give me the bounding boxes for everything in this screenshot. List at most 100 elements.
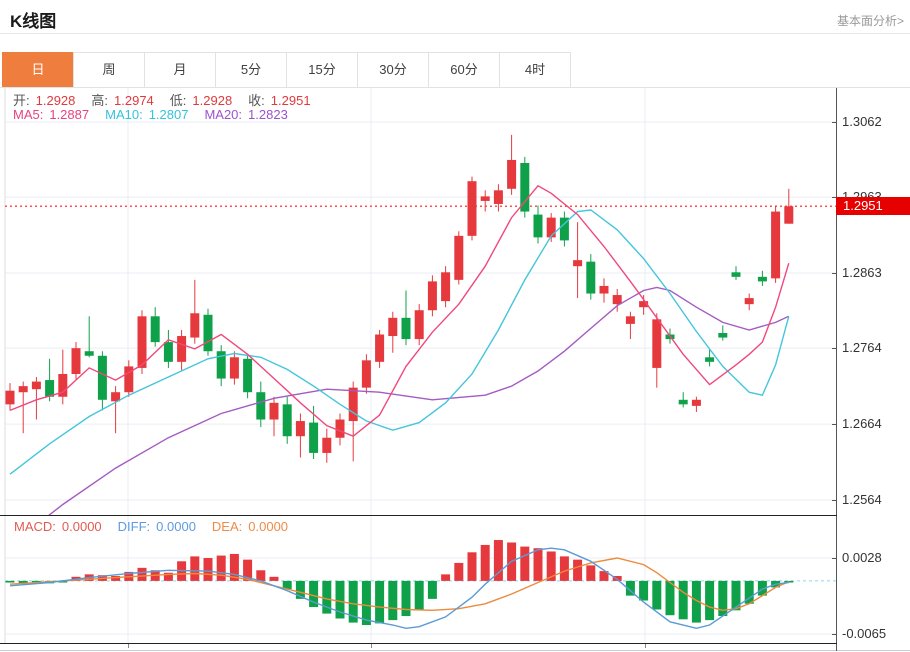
macdinfo-value-2: 0.0000	[248, 519, 289, 534]
ohlc-label-1: 高:	[91, 93, 109, 108]
header: K线图 基本面分析>	[0, 0, 910, 34]
macd-bar-positive	[216, 555, 226, 581]
macd-bar-positive	[137, 567, 147, 581]
tab-period-2[interactable]: 月	[144, 52, 216, 88]
macd-bar-positive	[533, 548, 543, 581]
macd-bar-positive	[546, 551, 556, 581]
tab-period-6[interactable]: 60分	[428, 52, 500, 88]
candle-body-up	[744, 298, 754, 305]
candle-body-down	[216, 351, 226, 379]
macd-bar-negative	[335, 580, 345, 619]
ohlc-info-row: 开: 1.2928 高: 1.2974 低: 1.2928 收: 1.2951	[13, 90, 327, 109]
candle-body-up	[31, 381, 41, 390]
candle-body-up	[361, 360, 371, 388]
macd-bar-positive	[612, 575, 622, 581]
candle-body-up	[493, 190, 503, 204]
y-axis-tick-label: 1.2764	[842, 340, 882, 356]
macd-bar-negative	[705, 580, 715, 621]
ma10-line	[9, 209, 790, 475]
macd-bar-negative	[282, 580, 292, 590]
candle-body-down	[97, 355, 107, 400]
candle-body-up	[375, 334, 385, 362]
candle-body-down	[45, 380, 55, 397]
candle-body-up	[507, 159, 517, 189]
macd-bar-negative	[18, 580, 28, 584]
candle-body-up	[441, 272, 451, 302]
macd-bar-positive	[586, 565, 596, 581]
y-axis-tick	[832, 197, 837, 199]
tab-period-3[interactable]: 5分	[215, 52, 287, 88]
tab-period-0[interactable]: 日	[2, 52, 74, 88]
tab-period-7[interactable]: 4时	[499, 52, 571, 88]
period-tabs: 日周月 5分 15分 30分 60分 4时	[2, 52, 571, 88]
candle-body-up	[388, 317, 398, 337]
candle-body-up	[5, 390, 15, 405]
x-axis-tick	[371, 644, 372, 648]
candle-body-up	[58, 373, 68, 397]
candle-body-up	[322, 437, 332, 453]
tab-period-1[interactable]: 周	[73, 52, 145, 88]
candle-body-down	[282, 404, 292, 437]
fundamental-analysis-link[interactable]: 基本面分析>	[836, 14, 904, 28]
candle-body-down	[203, 314, 213, 352]
macd-bar-positive	[203, 558, 213, 581]
candle-body-up	[111, 392, 121, 402]
last-price-marker: 1.2951	[836, 197, 910, 215]
y-axis-tick	[832, 348, 837, 350]
macd-bar-positive	[480, 544, 490, 581]
candlestick-chart[interactable]	[0, 88, 910, 516]
ma-value-2: 1.2823	[248, 107, 288, 122]
macd-bar-positive	[256, 570, 266, 581]
candle-body-up	[348, 387, 358, 422]
ma5-line	[9, 184, 790, 438]
macd-bar-negative	[322, 580, 332, 614]
candle-body-up	[124, 366, 134, 393]
y-axis-tick-label: 1.2863	[842, 265, 882, 281]
y-axis-tick	[832, 634, 837, 636]
macdinfo-label-1: DIFF:	[117, 519, 151, 534]
macdinfo-label-0: MACD:	[14, 519, 56, 534]
candle-body-up	[414, 310, 424, 340]
candle-body-up	[784, 206, 794, 224]
candle-body-down	[559, 217, 569, 241]
ma20-line	[46, 286, 790, 516]
candle-body-up	[137, 316, 147, 368]
ma-label-0: MA5:	[13, 107, 44, 122]
candle-body-up	[71, 348, 81, 374]
candle-body-up	[427, 281, 437, 311]
ohlc-value-1: 1.2974	[114, 93, 154, 108]
ma-info-row: MA5: 1.2887 MA10: 1.2807 MA20: 1.2823	[13, 107, 304, 122]
ohlc-label-3: 收:	[248, 93, 265, 108]
ohlc-label-0: 开:	[13, 93, 30, 108]
candle-body-up	[454, 235, 464, 280]
macd-chart[interactable]	[0, 516, 910, 643]
y-axis-tick	[832, 499, 837, 501]
tab-period-4[interactable]: 15分	[286, 52, 358, 88]
tab-period-5[interactable]: 30分	[357, 52, 429, 88]
y-axis-tick-label: 0.0028	[842, 550, 882, 566]
y-axis-tick	[832, 273, 837, 275]
candle-body-up	[599, 285, 609, 294]
ohlc-label-2: 低:	[169, 93, 187, 108]
macd-bar-negative	[295, 580, 305, 599]
ma-value-1: 1.2807	[148, 107, 189, 122]
macd-info-row: MACD: 0.0000 DIFF: 0.0000 DEA: 0.0000	[14, 519, 304, 534]
candle-body-up	[771, 211, 781, 279]
y-axis-tick-label: -0.0065	[842, 626, 887, 642]
diff-line	[9, 547, 789, 630]
y-axis-tick	[832, 424, 837, 426]
widget-bottom-border	[0, 650, 910, 651]
page-title: K线图	[10, 12, 57, 31]
candle-body-up	[639, 301, 649, 308]
macd-bar-negative	[639, 580, 649, 601]
macd-bar-negative	[731, 580, 741, 611]
macd-bar-positive	[520, 546, 530, 581]
macd-bar-negative	[691, 580, 701, 623]
candle-body-up	[177, 336, 187, 362]
macd-bar-negative	[414, 580, 424, 611]
macd-bar-negative	[5, 580, 15, 583]
candle-body-up	[573, 260, 583, 267]
macd-bar-negative	[744, 580, 754, 604]
macd-bar-positive	[493, 540, 503, 581]
candle-body-down	[705, 357, 715, 362]
